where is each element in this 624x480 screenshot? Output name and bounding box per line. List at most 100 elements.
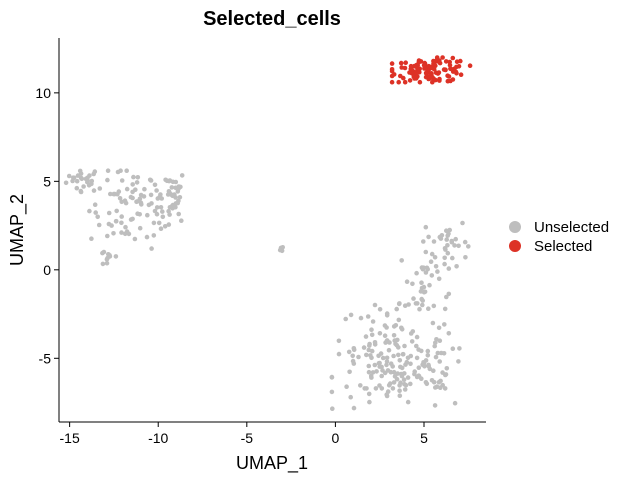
scatter-point-unselected: [113, 254, 119, 259]
scatter-point-unselected: [148, 192, 154, 198]
scatter-point-unselected: [391, 380, 397, 385]
scatter-point-unselected: [436, 276, 442, 282]
scatter-point-unselected: [380, 355, 386, 361]
scatter-point-unselected: [365, 314, 371, 319]
scatter-point-unselected: [427, 282, 432, 288]
scatter-point-unselected: [432, 403, 438, 408]
x-tick-label: -5: [241, 430, 254, 446]
scatter-point-unselected: [449, 239, 455, 245]
scatter-point-selected: [458, 72, 464, 77]
scatter-point-unselected: [433, 264, 439, 269]
scatter-point-unselected: [111, 231, 116, 236]
scatter-point-unselected: [369, 355, 374, 361]
scatter-point-unselected: [106, 210, 112, 216]
scatter-point-unselected: [442, 306, 448, 312]
x-tick-label: -15: [60, 430, 80, 446]
scatter-point-unselected: [119, 230, 124, 235]
scatter-point-unselected: [138, 192, 144, 198]
scatter-point-unselected: [437, 234, 443, 240]
scatter-point-unselected: [424, 265, 430, 271]
scatter-point-unselected: [370, 319, 376, 324]
scatter-point-unselected: [164, 178, 170, 184]
scatter-point-unselected: [105, 233, 110, 239]
y-tick-label: 5: [43, 173, 51, 189]
scatter-point-unselected: [115, 191, 120, 197]
scatter-point-unselected: [145, 212, 150, 218]
scatter-point-selected: [437, 58, 442, 63]
scatter-point-unselected: [148, 178, 154, 183]
scatter-point-unselected: [329, 389, 335, 395]
scatter-point-unselected: [131, 174, 136, 180]
scatter-point-unselected: [367, 399, 372, 405]
scatter-point-unselected: [422, 289, 428, 295]
scatter-point-unselected: [452, 400, 458, 406]
scatter-point-unselected: [443, 247, 448, 252]
scatter-point-unselected: [346, 349, 352, 355]
scatter-point-unselected: [87, 173, 92, 178]
scatter-point-unselected: [166, 222, 172, 227]
scatter-point-selected: [402, 65, 408, 71]
scatter-point-unselected: [358, 315, 364, 321]
scatter-point-unselected: [124, 168, 129, 173]
scatter-point-unselected: [431, 303, 437, 309]
scatter-point-unselected: [156, 220, 162, 226]
scatter-point-unselected: [152, 182, 158, 188]
scatter-point-unselected: [144, 234, 150, 240]
scatter-point-unselected: [408, 361, 413, 367]
scatter-point-unselected: [416, 347, 421, 352]
scatter-point-selected: [431, 66, 437, 72]
scatter-point-unselected: [142, 186, 147, 192]
scatter-point-unselected: [372, 342, 378, 347]
scatter-point-unselected: [444, 237, 450, 242]
scatter-point-unselected: [87, 208, 92, 214]
scatter-point-unselected: [454, 264, 459, 269]
scatter-point-unselected: [347, 369, 352, 375]
scatter-point-unselected: [369, 327, 374, 333]
scatter-point-unselected: [395, 371, 401, 376]
scatter-point-unselected: [447, 227, 453, 233]
scatter-point-unselected: [366, 347, 372, 353]
scatter-point-unselected: [373, 386, 379, 391]
scatter-point-unselected: [452, 243, 457, 248]
scatter-point-unselected: [74, 185, 80, 191]
scatter-point-unselected: [135, 211, 140, 216]
scatter-point-unselected: [419, 376, 424, 382]
scatter-point-unselected: [397, 388, 402, 394]
scatter-point-unselected: [70, 178, 75, 184]
scatter-point-unselected: [351, 405, 357, 411]
scatter-point-unselected: [446, 331, 452, 336]
scatter-point-unselected: [415, 301, 420, 306]
scatter-point-unselected: [442, 386, 448, 391]
scatter-point-unselected: [423, 224, 429, 230]
scatter-point-selected: [421, 63, 427, 68]
scatter-point-unselected: [399, 325, 404, 331]
scatter-point-unselected: [404, 359, 410, 365]
scatter-point-unselected: [89, 236, 94, 241]
scatter-point-unselected: [130, 195, 135, 201]
scatter-point-unselected: [277, 247, 283, 253]
scatter-point-unselected: [63, 180, 69, 186]
scatter-point-unselected: [460, 220, 465, 226]
scatter-point-selected: [445, 78, 451, 84]
scatter-point-unselected: [138, 200, 144, 205]
x-axis-title: UMAP_1: [236, 453, 308, 474]
scatter-point-unselected: [157, 194, 162, 200]
x-tick-label: 0: [331, 430, 339, 446]
scatter-point-unselected: [402, 381, 407, 387]
scatter-point-selected: [436, 70, 442, 75]
scatter-point-unselected: [173, 179, 179, 185]
scatter-point-unselected: [445, 250, 451, 256]
scatter-point-unselected: [400, 352, 406, 357]
legend-label-unselected: Unselected: [534, 219, 609, 236]
scatter-point-selected: [396, 79, 402, 85]
scatter-point-unselected: [85, 177, 90, 183]
scatter-point-unselected: [158, 205, 164, 210]
scatter-point-unselected: [397, 301, 402, 306]
chart-title: Selected_cells: [203, 8, 341, 30]
scatter-point-unselected: [384, 338, 390, 343]
scatter-point-selected: [398, 60, 404, 66]
scatter-point-unselected: [91, 171, 96, 177]
scatter-point-unselected: [384, 313, 390, 318]
scatter-point-selected: [389, 67, 395, 72]
scatter-point-unselected: [426, 362, 431, 368]
